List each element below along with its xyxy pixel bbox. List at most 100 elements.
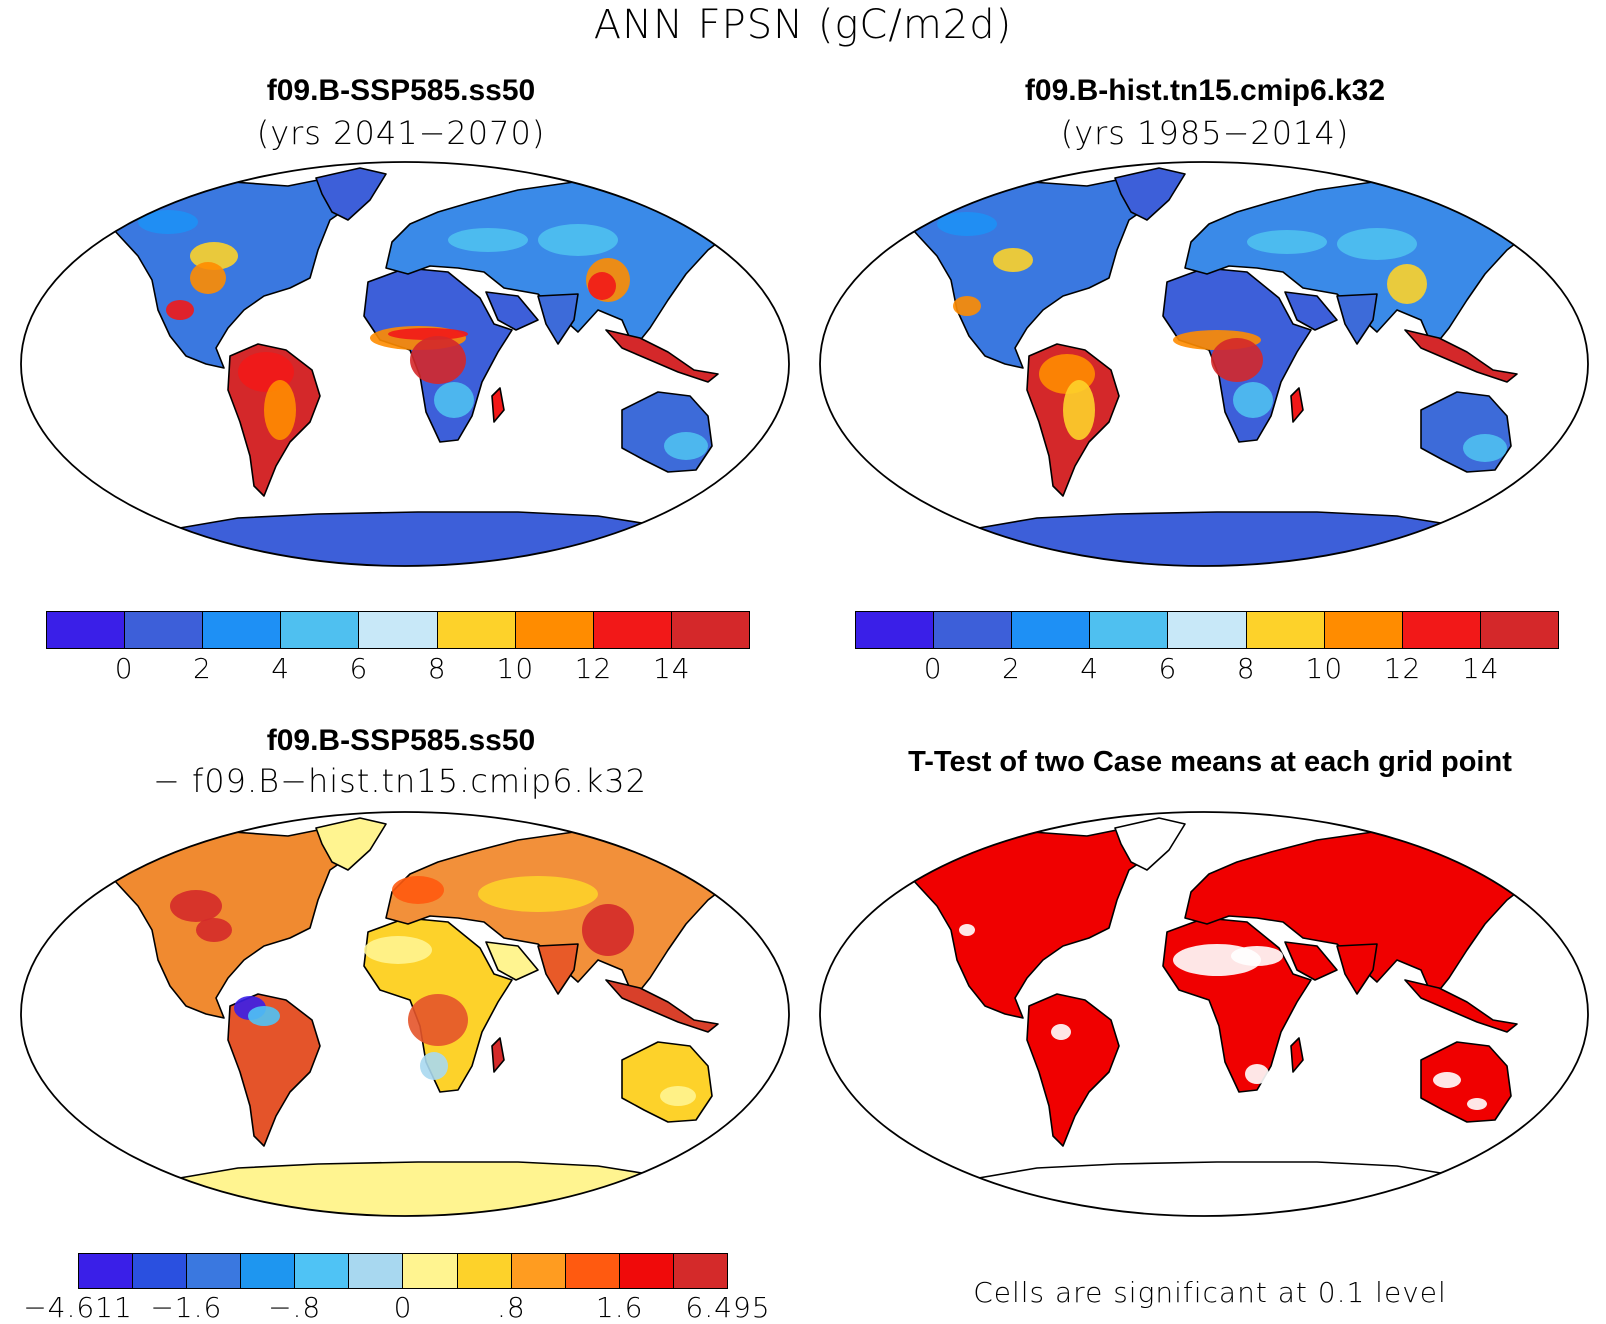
colorbar-cell <box>1480 612 1558 648</box>
colorbar-tick-label: −1.6 <box>150 1291 223 1324</box>
panel-1-subtitle: (yrs 2041−2070) <box>256 114 546 152</box>
colorbar-tick-label: 12 <box>1383 652 1422 685</box>
landmass-madagascar <box>1290 1037 1304 1073</box>
colorbar-cell <box>515 612 594 648</box>
field-patch <box>410 336 466 384</box>
field-patch <box>248 1006 280 1026</box>
map-border <box>20 811 790 1217</box>
field-patches <box>959 924 1487 1110</box>
field-patch <box>1337 228 1417 260</box>
landmass-seasia <box>605 329 719 383</box>
field-patch <box>392 876 444 904</box>
colorbar-cell <box>47 612 126 648</box>
panel-3-colorbar-ticks: −4.611 −1.6 −.8 0 .8 1.6 6.495 <box>23 1291 769 1324</box>
landmass-india <box>537 943 579 995</box>
field-patch <box>166 300 194 320</box>
field-patch <box>937 212 997 236</box>
colorbar-tick-label: 10 <box>496 652 535 685</box>
colorbar-cell <box>565 1254 620 1288</box>
colorbar-tick-label: −.8 <box>268 1291 322 1324</box>
colorbar-tick-label: 6 <box>349 652 369 685</box>
panel-2-title: f09.B-hist.tn15.cmip6.k32 <box>1024 74 1386 107</box>
field-patch <box>420 1052 448 1080</box>
field-patch <box>264 380 296 440</box>
colorbar-tick-label: 4 <box>271 652 291 685</box>
colorbar-cell <box>79 1254 134 1288</box>
landmass-seasia <box>1404 329 1518 383</box>
colorbar-tick-label: 0 <box>393 1291 413 1324</box>
panel-1-colorbar <box>46 611 750 649</box>
field-patch <box>1063 380 1095 440</box>
panel-2-colorbar <box>855 611 1559 649</box>
colorbar-cell <box>187 1254 242 1288</box>
colorbar-cell <box>1090 612 1169 648</box>
map-border <box>819 811 1589 1217</box>
panel-4-title: T-Test of two Case means at each grid po… <box>908 746 1512 778</box>
field-patch <box>364 936 432 964</box>
landmass-madagascar <box>1290 387 1304 423</box>
colorbar-cell <box>203 612 282 648</box>
colorbar-tick-label: 6.495 <box>685 1291 771 1324</box>
colorbar-cell <box>511 1254 566 1288</box>
landmass-antarctica <box>966 1161 1498 1216</box>
field-patch <box>138 210 198 234</box>
colorbar-cell <box>295 1254 350 1288</box>
field-patch <box>478 876 598 912</box>
field-patch <box>196 918 232 942</box>
landmass-madagascar <box>491 1037 505 1073</box>
field-patch <box>993 248 1033 272</box>
colorbar-cell <box>619 1254 674 1288</box>
colorbar-cell <box>593 612 672 648</box>
colorbar-tick-label: 2 <box>193 652 212 685</box>
field-patch <box>388 328 468 340</box>
colorbar-tick-label: 1.6 <box>595 1291 644 1324</box>
field-patch <box>588 272 616 300</box>
colorbar-cell <box>1246 612 1325 648</box>
panel-3-colorbar <box>78 1253 728 1289</box>
landmass-samerica <box>1026 993 1120 1147</box>
field-patch <box>1463 434 1507 462</box>
field-patch <box>1051 1024 1071 1040</box>
colorbar-cell <box>241 1254 296 1288</box>
panel-2-map <box>819 161 1589 567</box>
field-patch <box>660 1086 696 1106</box>
field-patch <box>408 994 468 1046</box>
landmass-greenland <box>315 167 387 221</box>
colorbar-cell <box>349 1254 404 1288</box>
landmass-greenland <box>1114 817 1186 871</box>
colorbar-tick-label: −4.611 <box>23 1291 133 1324</box>
figure-title: ANN FPSN (gC/m2d) <box>593 2 1013 48</box>
map-border <box>819 161 1589 567</box>
landmass-eurasia <box>1184 829 1548 999</box>
field-patch <box>664 432 708 460</box>
colorbar-tick-label: 14 <box>652 652 691 685</box>
colorbar-cell <box>1324 612 1403 648</box>
field-patch <box>1231 946 1283 966</box>
landmass-india <box>1336 293 1378 345</box>
panel-4-map <box>819 811 1589 1217</box>
landmass-antarctica <box>966 511 1498 566</box>
landmass-australia <box>1420 1041 1512 1123</box>
field-patch <box>1233 382 1273 418</box>
landmass-india <box>1336 943 1378 995</box>
field-patch <box>434 382 474 418</box>
colorbar-tick-label: 12 <box>574 652 613 685</box>
colorbar-tick-label: .8 <box>496 1291 526 1324</box>
colorbar-cell <box>671 612 749 648</box>
colorbar-cell <box>437 612 516 648</box>
colorbar-tick-label: 10 <box>1305 652 1344 685</box>
colorbar-cell <box>934 612 1013 648</box>
landmass-arabia <box>1284 291 1338 331</box>
landmass-arabia <box>1284 941 1338 981</box>
colorbar-tick-label: 0 <box>114 652 134 685</box>
colorbar-cell <box>1402 612 1481 648</box>
panel-2-colorbar-ticks: 0 2 4 6 8 10 12 14 <box>855 652 1559 688</box>
panel-1-title: f09.B-SSP585.ss50 <box>266 74 536 107</box>
field-patch <box>1247 230 1327 254</box>
landmass-arabia <box>485 941 539 981</box>
colorbar-cell <box>856 612 935 648</box>
colorbar-cell <box>281 612 360 648</box>
landmass-greenland <box>315 817 387 871</box>
landmass-samerica <box>227 993 321 1147</box>
significance-note: Cells are significant at 0.1 level <box>973 1276 1447 1309</box>
